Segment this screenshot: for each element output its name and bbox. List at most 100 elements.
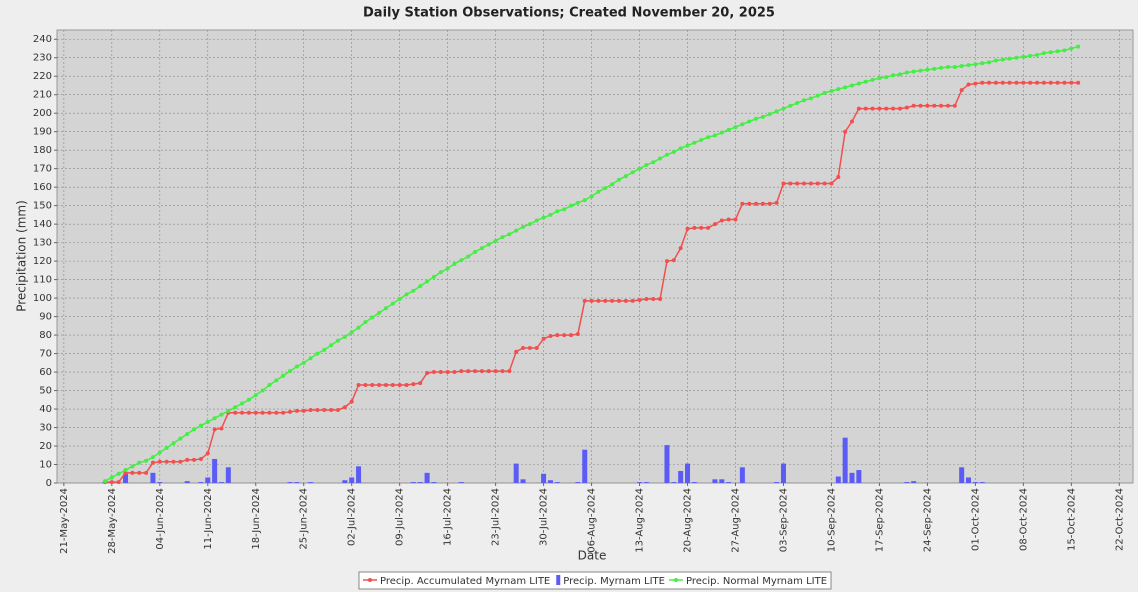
marker — [555, 333, 560, 338]
bar — [637, 482, 643, 483]
marker — [589, 298, 594, 303]
y-axis-label: Precipitation (mm) — [15, 200, 29, 312]
marker — [527, 222, 532, 227]
marker — [1014, 55, 1019, 60]
bar — [678, 470, 684, 483]
marker — [335, 407, 340, 412]
y-tick-label: 90 — [39, 312, 52, 323]
marker — [836, 174, 841, 179]
marker — [610, 298, 615, 303]
marker — [507, 232, 512, 237]
marker — [562, 333, 567, 338]
marker — [431, 370, 436, 375]
marker — [123, 468, 128, 473]
legend-label: Precip. Accumulated Myrnam LITE — [380, 576, 550, 587]
marker — [747, 119, 752, 124]
marker — [822, 181, 827, 186]
marker — [390, 301, 395, 306]
marker — [377, 310, 382, 315]
marker — [383, 306, 388, 311]
marker — [548, 212, 553, 217]
marker — [685, 226, 690, 231]
marker — [685, 143, 690, 148]
marker — [356, 325, 361, 330]
marker — [548, 334, 553, 339]
marker — [699, 225, 704, 230]
bar — [150, 472, 156, 483]
x-tick-label: 04-Jun-2024 — [155, 488, 166, 550]
marker — [253, 393, 258, 398]
bar — [184, 481, 190, 483]
x-tick-label: 25-Jun-2024 — [299, 488, 310, 550]
marker — [1062, 48, 1067, 53]
marker — [808, 96, 813, 101]
marker — [1076, 80, 1081, 85]
marker — [240, 410, 245, 415]
marker — [973, 62, 978, 67]
x-tick-label: 21-May-2024 — [59, 488, 70, 554]
marker — [582, 198, 587, 203]
bar — [287, 482, 293, 483]
marker — [102, 479, 107, 484]
marker — [788, 181, 793, 186]
marker — [555, 209, 560, 214]
x-tick-label: 10-Sep-2024 — [826, 488, 837, 552]
y-tick-label: 240 — [33, 34, 52, 45]
bar — [547, 480, 553, 483]
marker — [897, 72, 902, 77]
marker — [959, 64, 964, 69]
marker — [452, 261, 457, 266]
marker — [137, 460, 142, 465]
bar — [691, 482, 697, 483]
marker — [1055, 49, 1060, 54]
marker — [671, 258, 676, 263]
marker — [514, 228, 519, 233]
marker — [706, 135, 711, 140]
marker — [712, 222, 717, 227]
marker — [788, 103, 793, 108]
bar — [664, 445, 670, 483]
marker — [459, 258, 464, 263]
marker — [507, 369, 512, 374]
bar — [123, 473, 129, 483]
marker — [411, 382, 416, 387]
marker — [767, 201, 772, 206]
marker — [850, 119, 855, 124]
marker — [774, 200, 779, 205]
bar — [294, 482, 300, 483]
marker — [1069, 46, 1074, 51]
marker — [603, 186, 608, 191]
y-tick-label: 20 — [39, 441, 52, 452]
x-tick-label: 22-Oct-2024 — [1114, 488, 1125, 551]
chart-title: Daily Station Observations; Created Nove… — [363, 6, 775, 21]
marker — [829, 181, 834, 186]
marker — [1000, 80, 1005, 85]
marker — [980, 80, 985, 85]
marker — [856, 81, 861, 86]
x-tick-label: 17-Sep-2024 — [874, 488, 885, 552]
marker — [987, 80, 992, 85]
marker — [342, 334, 347, 339]
marker — [856, 106, 861, 111]
marker — [164, 445, 169, 450]
marker — [219, 412, 224, 417]
marker — [637, 166, 642, 171]
marker — [150, 455, 155, 460]
y-tick-label: 40 — [39, 404, 52, 415]
marker — [808, 181, 813, 186]
marker — [925, 67, 930, 72]
y-tick-label: 220 — [33, 71, 52, 82]
marker — [308, 407, 313, 412]
marker — [445, 266, 450, 271]
marker — [418, 284, 423, 289]
x-tick-label: 15-Oct-2024 — [1066, 488, 1077, 551]
marker — [945, 64, 950, 69]
plot-area — [56, 29, 1134, 484]
marker — [233, 405, 238, 410]
marker — [130, 464, 135, 469]
marker — [829, 89, 834, 94]
marker — [870, 106, 875, 111]
marker — [157, 450, 162, 455]
y-tick-label: 150 — [33, 201, 52, 212]
